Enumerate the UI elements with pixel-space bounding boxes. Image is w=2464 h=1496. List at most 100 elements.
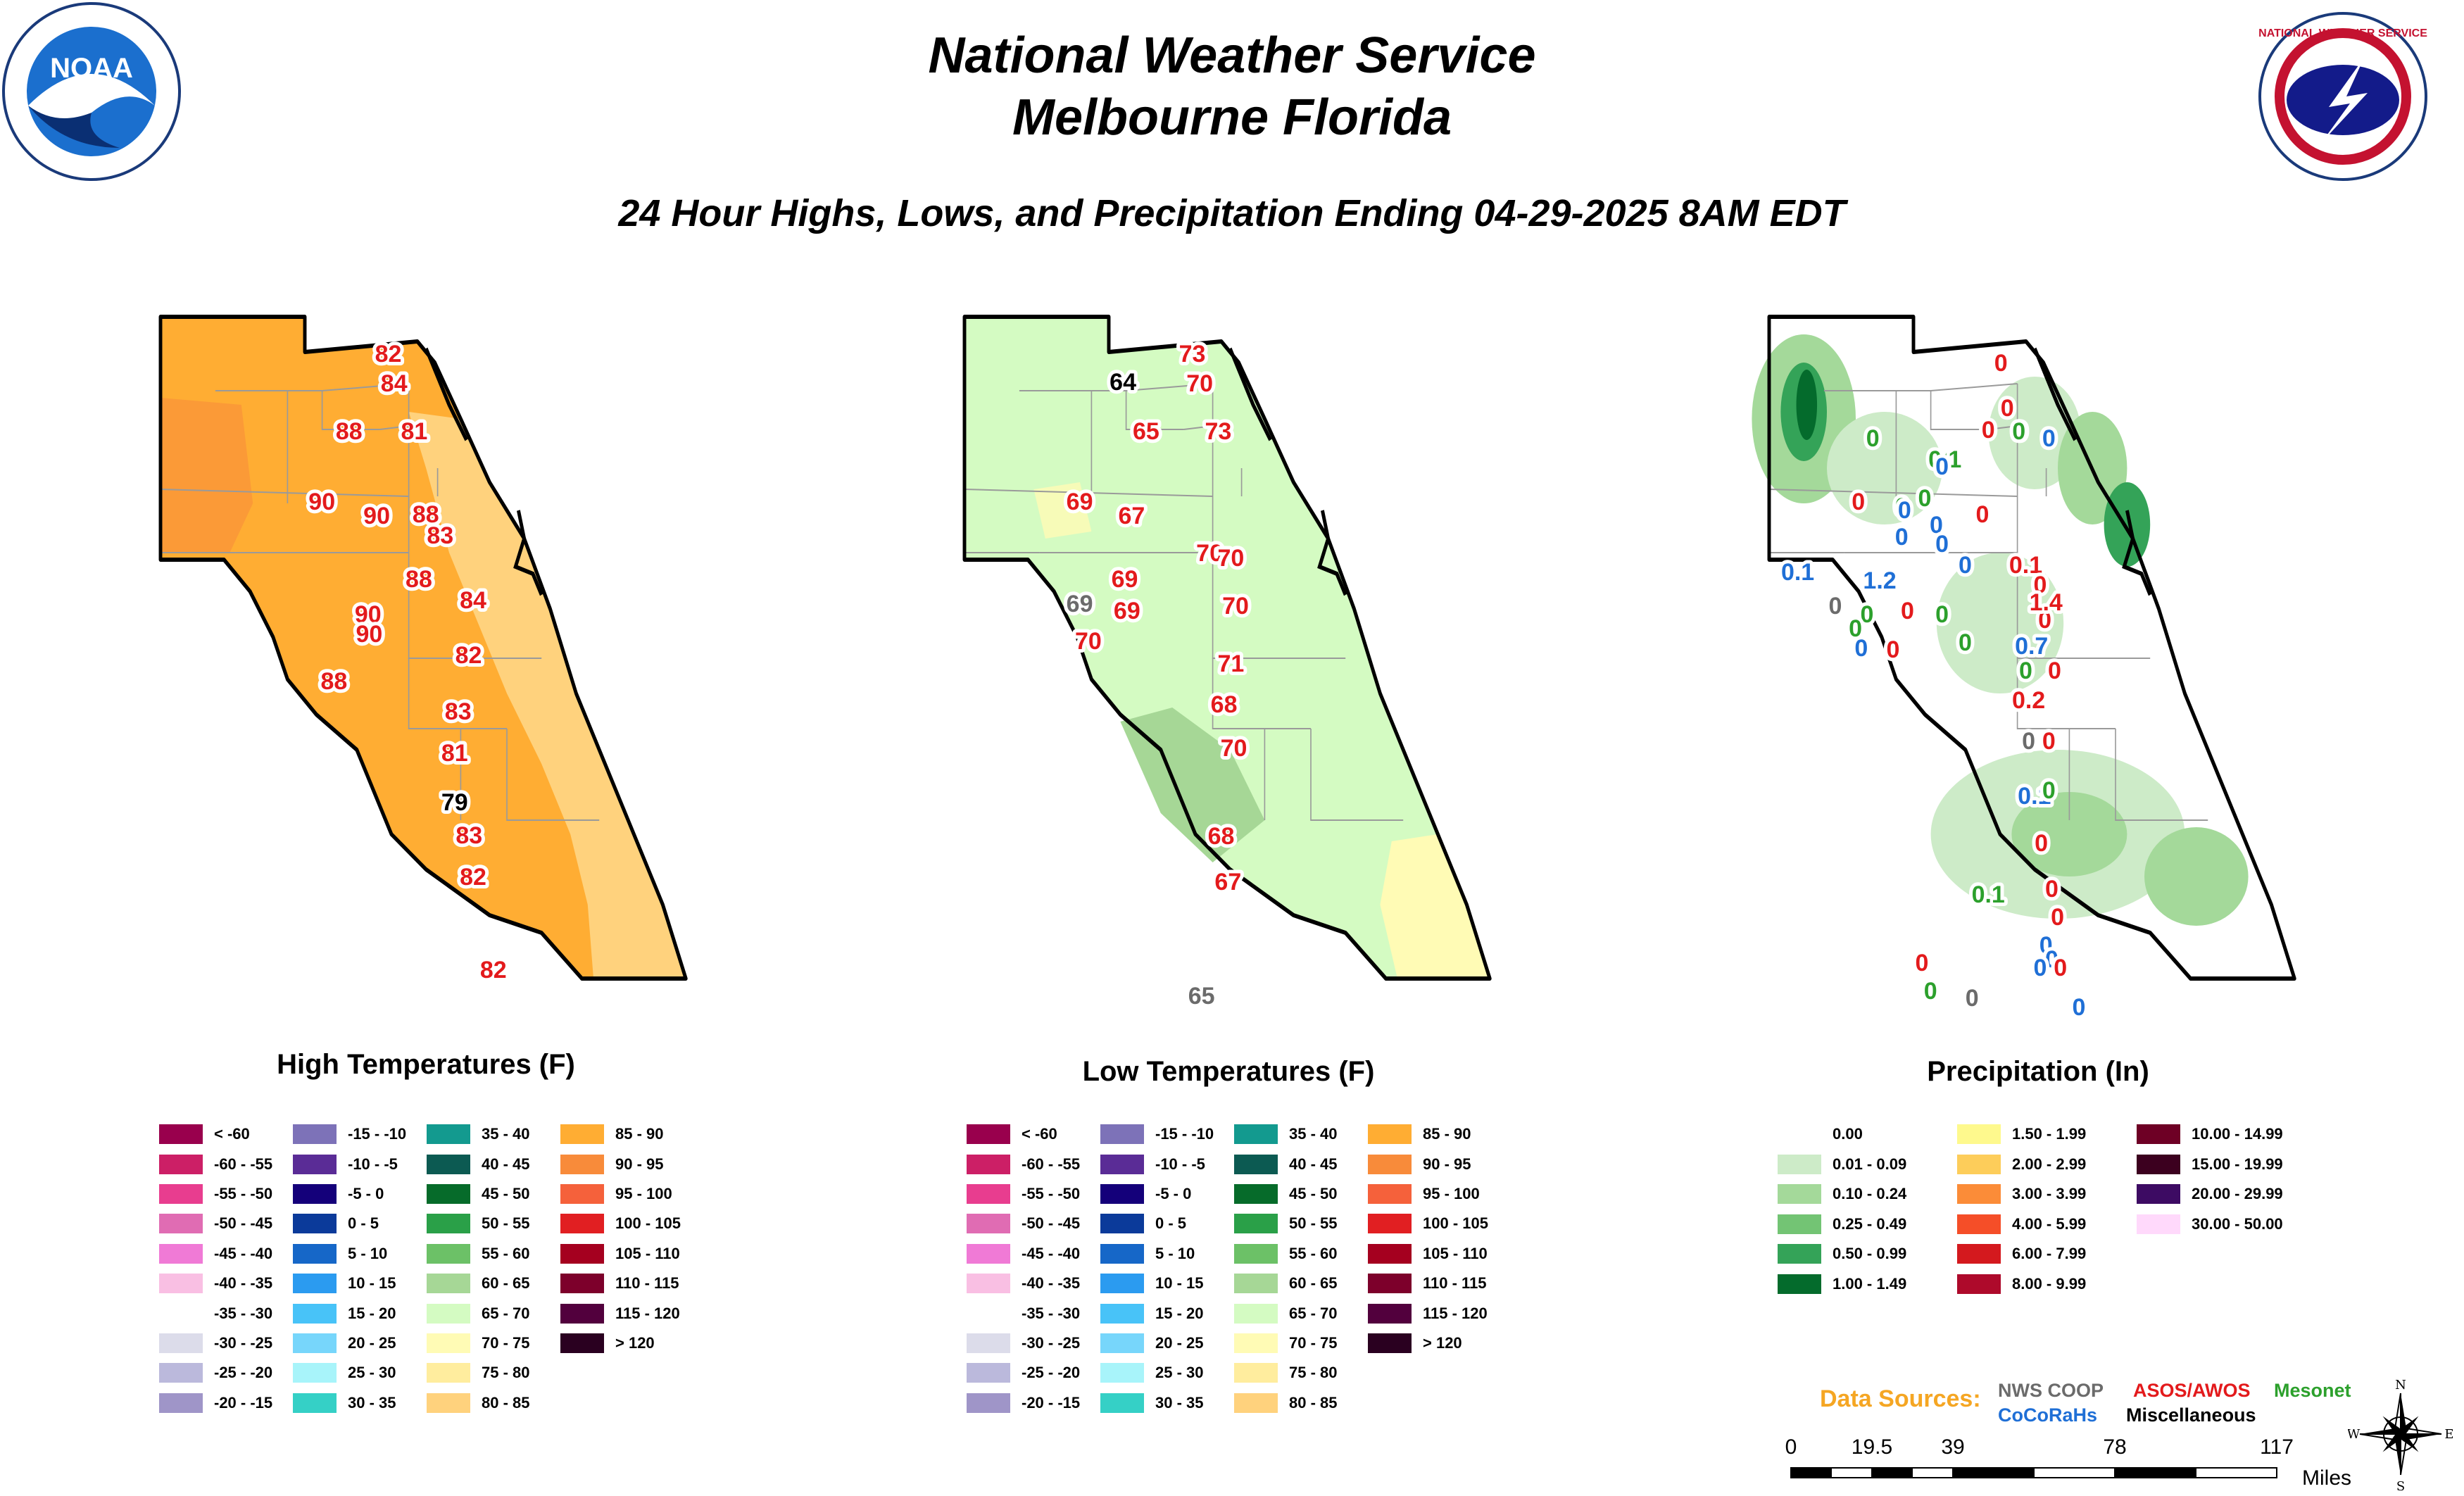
high-station-label: 90	[363, 503, 390, 529]
legend-label: 0.01 - 0.09	[1833, 1155, 1907, 1173]
county-line	[379, 425, 409, 430]
legend-swatch	[1368, 1124, 1412, 1145]
legend-label: 45 - 50	[1289, 1184, 1338, 1202]
scale-segment	[1871, 1467, 1913, 1478]
legend-label: 105 - 110	[615, 1244, 680, 1262]
precip-station-label: 0	[2072, 994, 2085, 1021]
warm-zone	[1380, 834, 1490, 979]
page-title: National Weather Service	[928, 27, 1536, 84]
legend-label: -60 - -55	[1022, 1155, 1081, 1173]
county-line	[1988, 425, 2018, 430]
high-station-label: 81	[441, 740, 468, 767]
legend-label: 80 - 85	[1289, 1393, 1338, 1412]
compass-rose: N S E W	[2348, 1378, 2453, 1492]
legend-label: 15.00 - 19.99	[2192, 1155, 2283, 1173]
legend-swatch	[1368, 1274, 1412, 1294]
legend-swatch	[427, 1124, 470, 1145]
high-station-label: 90	[355, 601, 382, 628]
precip-station-label: 0.1	[1928, 446, 1961, 473]
legend-swatch	[1778, 1124, 1821, 1145]
low-station-label: 64	[1110, 369, 1136, 396]
legend-label: > 120	[1423, 1333, 1462, 1352]
legend-label: -15 - -10	[1155, 1125, 1214, 1143]
legend-label: 6.00 - 7.99	[2012, 1245, 2087, 1263]
legend-column: < -60 -60 - -55 -55 - -50 -50 - -45 -45 - -4…	[159, 1119, 293, 1418]
precip-area	[2011, 792, 2127, 876]
scale-segment	[1911, 1467, 1954, 1478]
legend-item: 85 - 90	[560, 1119, 694, 1149]
compass-n: N	[2395, 1378, 2406, 1393]
nws-logo: NATIONAL WEATHER SERVICE	[2258, 12, 2427, 181]
legend-label: -30 - -25	[1022, 1333, 1081, 1352]
legend-swatch	[427, 1303, 470, 1324]
low-station-label: 70	[1196, 540, 1223, 567]
low-station-label: 69	[1067, 489, 1093, 515]
legend-label: 5 - 10	[348, 1244, 388, 1262]
legend-item: 70 - 75	[1234, 1328, 1368, 1358]
legend-label: < -60	[214, 1125, 250, 1143]
legend-item: 3.00 - 3.99	[1957, 1179, 2137, 1209]
legend-swatch	[1100, 1183, 1144, 1204]
legend-swatch	[1957, 1214, 2001, 1234]
legend-swatch	[1100, 1333, 1144, 1353]
precip-station-label: 0.1	[2018, 783, 2051, 810]
legend-item: 45 - 50	[427, 1179, 560, 1209]
legend-label: 55 - 60	[482, 1244, 530, 1262]
low-station-label: 70	[1075, 628, 1102, 655]
legend-label: 70 - 75	[482, 1333, 530, 1352]
legend-swatch	[1100, 1243, 1144, 1264]
precip-station-label: 0	[2042, 777, 2056, 804]
scale-tick-label: 0	[1785, 1435, 1797, 1459]
high-station-label: 82	[480, 957, 507, 983]
legend-column: 85 - 90 90 - 95 95 - 100 100 - 105 105 - 110…	[560, 1119, 694, 1418]
precip-station-label: 0.1	[2009, 552, 2042, 579]
legend-item: 60 - 65	[427, 1269, 560, 1298]
legend-item: -5 - 0	[293, 1179, 427, 1209]
county-line	[1930, 391, 1989, 430]
legend-item: -45 - -40	[967, 1239, 1100, 1269]
county-line	[321, 391, 380, 430]
legend-item: 0.10 - 0.24	[1778, 1179, 1957, 1209]
legend-swatch	[1234, 1124, 1278, 1145]
precip-station-label: 0	[1959, 629, 1972, 656]
legend-item: -10 - -5	[293, 1149, 427, 1178]
precip-station-label: 0	[2012, 418, 2025, 445]
legend-item: 110 - 115	[560, 1269, 694, 1298]
legend-swatch	[427, 1333, 470, 1353]
legend-item: -40 - -35	[967, 1269, 1100, 1298]
scale-segment	[2195, 1467, 2277, 1478]
legend-label: 110 - 115	[615, 1274, 679, 1293]
precipitation-title: Precipitation (In)	[1927, 1056, 2149, 1087]
legend-swatch	[159, 1393, 203, 1413]
low-temperature-title: Low Temperatures (F)	[1082, 1056, 1375, 1087]
precip-station-label: 0	[1935, 531, 1949, 558]
legend-swatch	[1368, 1333, 1412, 1353]
legend-label: 0.50 - 0.99	[1833, 1245, 1907, 1263]
precip-station-label: 0	[2019, 658, 2032, 684]
coastal-cooler-zone	[408, 412, 686, 979]
legend-swatch	[427, 1393, 470, 1413]
precip-station-label: 0	[1861, 601, 1874, 628]
legend-label: 75 - 80	[1289, 1364, 1338, 1382]
legend-swatch	[967, 1154, 1010, 1174]
legend-item: 40 - 45	[1234, 1149, 1368, 1178]
legend-item: 35 - 40	[1234, 1119, 1368, 1149]
low-station-label: 70	[1186, 370, 1213, 397]
page-subtitle: 24 Hour Highs, Lows, and Precipitation E…	[618, 192, 1846, 234]
legend-item: 55 - 60	[427, 1239, 560, 1269]
legend-label: 20 - 25	[348, 1333, 396, 1352]
legend-swatch	[1957, 1244, 2001, 1264]
legend-swatch	[159, 1274, 203, 1294]
precip-station-label: 0	[2051, 904, 2064, 931]
legend-label: 0.10 - 0.24	[1833, 1185, 1907, 1203]
legend-label: 40 - 45	[1289, 1155, 1338, 1173]
legend-swatch	[967, 1274, 1010, 1294]
legend-label: -45 - -40	[214, 1244, 273, 1262]
legend-swatch	[1100, 1124, 1144, 1145]
high-station-label: 88	[413, 501, 439, 528]
scale-unit: Miles	[2302, 1466, 2351, 1489]
legend-item: 90 - 95	[560, 1149, 694, 1178]
legend-swatch	[1100, 1303, 1144, 1324]
interior-hot-zone	[161, 398, 253, 553]
